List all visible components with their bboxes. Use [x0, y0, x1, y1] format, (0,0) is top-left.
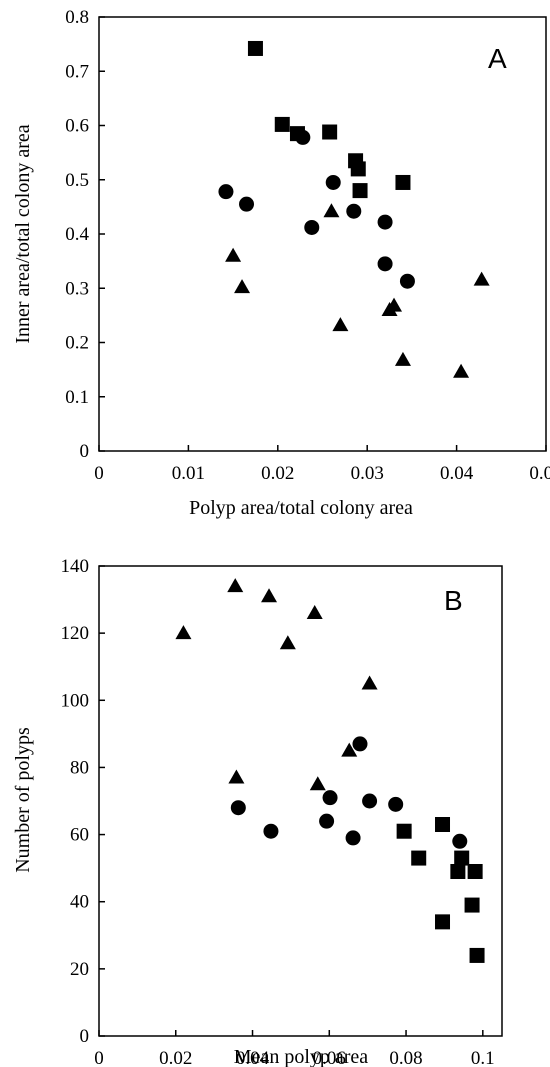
panel-b-y-tick-label: 80 — [70, 757, 89, 778]
panel-a-x-tick-label: 0.04 — [440, 463, 474, 484]
panel-b-triangle-point — [279, 635, 296, 650]
panel-a-x-tick-label: 0.03 — [351, 463, 384, 484]
panel-b-y-axis-title: Number of polyps — [12, 727, 34, 873]
panel-a-y-tick-label: 0.1 — [65, 387, 89, 408]
panel-b-square-point — [464, 897, 480, 913]
panel-a-y-tick-label: 0.8 — [65, 7, 89, 28]
panel-b-square-point — [435, 817, 451, 832]
panel-a-y-tick-label: 0.4 — [65, 224, 89, 245]
panel-a-y-tick-label: 0.2 — [65, 333, 89, 354]
panel-b-y-tick-label: 60 — [70, 825, 89, 846]
panel-b-triangle-point — [306, 605, 323, 619]
panel-a-triangle-point — [394, 351, 411, 366]
panel-b-y-tick-label: 140 — [61, 556, 90, 577]
panel-b-x-tick-label: 0 — [94, 1048, 104, 1067]
panel-b-x-axis-title: Mean polyp area — [234, 1046, 369, 1067]
panel-b-label: B — [444, 585, 463, 616]
panel-b-circle-point — [230, 800, 246, 816]
panel-b-x-tick-label: 0.04 — [236, 1048, 270, 1067]
panel-b-circle-point — [388, 796, 404, 812]
panel-b-data-points — [175, 578, 485, 963]
panel-b-square-point — [454, 850, 470, 866]
panel-a-x-tick-label: 0.05 — [529, 463, 550, 484]
panel-b-triangle-point — [309, 776, 326, 791]
panel-a-label: A — [488, 43, 507, 74]
panel-b-y-tick-label: 100 — [61, 690, 90, 711]
panel-a-data-points — [218, 40, 490, 378]
panel-a-triangle-point — [225, 247, 242, 262]
panel-a-triangle-point — [453, 363, 470, 378]
panel-b-x-tick-label: 0.02 — [159, 1048, 192, 1067]
panel-a-circle-point — [218, 184, 234, 200]
panel-a-square-point — [352, 183, 368, 199]
panel-a-x-tick-label: 0.02 — [261, 463, 294, 484]
panel-a-x-tick-label: 0.01 — [172, 463, 205, 484]
panel-a-circle-point — [325, 174, 341, 190]
panel-a-scatter-chart: 0 0.1 0.2 0.3 0.4 0.5 0.6 0.7 0.8 0 0.01 0.02 0.03 0.… — [12, 7, 550, 519]
panel-b-y-tick-label: 0 — [80, 1026, 90, 1047]
panel-b-square-point — [396, 823, 412, 839]
panel-b-circle-point — [362, 793, 378, 809]
panel-a-y-axis-title: Inner area/total colony area — [12, 124, 34, 343]
panel-b-triangle-point — [175, 625, 192, 640]
panel-b-square-point — [411, 850, 427, 866]
panel-a-square-point — [395, 174, 411, 190]
panel-b-axes: 0 20 40 60 80 100 120 140 0 0.02 0.04 0.06 0.08 0.1 — [61, 556, 495, 1067]
panel-a-triangle-point — [473, 271, 490, 286]
panel-a-triangle-point — [332, 317, 349, 332]
panel-b-y-tick-label: 40 — [70, 892, 89, 913]
panel-b-triangle-point — [228, 769, 245, 784]
panel-a-circle-point — [295, 129, 311, 145]
panel-b-plot-frame — [98, 565, 503, 1037]
panel-b-square-point — [467, 864, 483, 879]
panel-a-square-point — [322, 124, 338, 140]
panel-a-circle-point — [346, 203, 362, 219]
panel-b-circle-point — [322, 790, 338, 806]
panel-b-y-tick-label: 20 — [70, 959, 89, 980]
panel-a-y-tick-label: 0 — [80, 441, 90, 462]
panel-b-circle-point — [452, 833, 468, 849]
panel-b-square-point — [435, 914, 451, 930]
panel-a-y-tick-label: 0.6 — [65, 116, 89, 137]
panel-a-y-tick-label: 0.7 — [65, 61, 89, 82]
panel-a-circle-point — [377, 256, 393, 272]
panel-a-y-tick-label: 0.5 — [65, 170, 89, 191]
panel-a-x-axis-title: Polyp area/total colony area — [189, 497, 413, 519]
panel-a-square-point — [247, 40, 263, 56]
panel-a-plot-frame — [98, 16, 547, 452]
panel-a-triangle-point — [386, 297, 403, 312]
panel-a-triangle-point — [323, 203, 340, 218]
panel-b-y-tick-label: 120 — [61, 623, 90, 644]
panel-b-x-tick-label: 0.08 — [389, 1048, 422, 1067]
panel-a-square-point — [274, 116, 290, 132]
panel-b-x-tick-label: 0.06 — [313, 1048, 346, 1067]
panel-b-scatter-chart: 0 20 40 60 80 100 120 140 0 0.02 0.04 0.06 0.08 0.1 B… — [12, 556, 503, 1067]
panel-a-circle-point — [399, 273, 415, 289]
panel-b-triangle-point — [227, 578, 244, 593]
panel-b-triangle-point — [361, 675, 378, 690]
panel-b-triangle-point — [341, 742, 358, 757]
panel-a-triangle-point — [234, 279, 251, 294]
panel-a-y-tick-label: 0.3 — [65, 278, 89, 299]
panel-b-triangle-point — [261, 588, 278, 603]
panel-a-circle-point — [304, 219, 320, 235]
panel-b-circle-point — [319, 813, 335, 829]
panel-b-square-point — [450, 864, 466, 879]
panel-b-circle-point — [352, 736, 368, 752]
panel-a-axes: 0 0.1 0.2 0.3 0.4 0.5 0.6 0.7 0.8 0 0.01 0.02 0.03 0.… — [65, 7, 550, 484]
panel-b-circle-point — [263, 823, 279, 839]
panel-a-square-point — [350, 161, 366, 177]
panel-b-square-point — [469, 947, 485, 963]
panel-a-circle-point — [239, 196, 255, 212]
panel-a-circle-point — [377, 214, 393, 230]
panel-b-circle-point — [345, 830, 361, 846]
panel-b-x-tick-label: 0.1 — [471, 1048, 495, 1067]
panel-a-x-tick-label: 0 — [94, 463, 104, 484]
